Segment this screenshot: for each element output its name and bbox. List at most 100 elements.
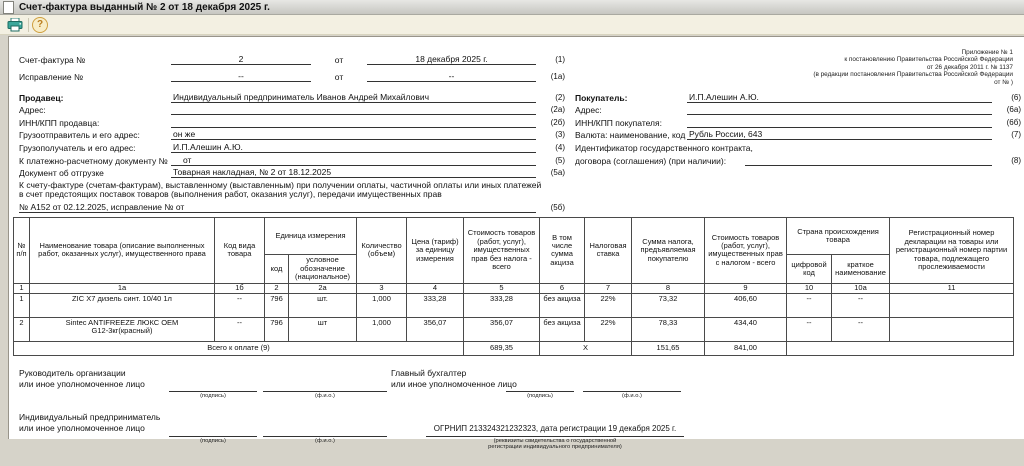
accountant-line1: Главный бухгалтер	[391, 367, 467, 378]
consignor-value: он же	[171, 129, 536, 141]
cell-rate: 22%	[584, 292, 633, 318]
field-label: Валюта: наименование, код	[575, 130, 686, 141]
head-sign-line	[169, 378, 257, 392]
sign-caption: (подпись)	[527, 392, 553, 399]
line-ref: (6а)	[1006, 105, 1021, 115]
form-right-column: Приложение № 1 к постановлению Правитель…	[565, 49, 1021, 213]
ogrnip-caption-line2: регистрации индивидуального предпринимат…	[488, 443, 622, 450]
total-empty	[786, 340, 1015, 356]
entrepreneur-name-line	[263, 423, 387, 437]
line-ref: (3)	[555, 130, 565, 140]
field-label: Адрес:	[575, 105, 602, 116]
document-icon	[3, 0, 14, 14]
col-num: 6	[539, 282, 586, 294]
name-caption: (ф.и.о.)	[622, 392, 642, 399]
cell-qty: 1,000	[356, 292, 408, 318]
field-contract-id-line1: Идентификатор государственного контракта…	[565, 140, 1021, 153]
line-ref: (6б)	[1006, 117, 1021, 127]
cell-cost: 333,28	[463, 292, 541, 318]
head-name-line	[263, 378, 387, 392]
cell-excise: без акциза	[539, 292, 586, 318]
col-header-cost-wo-tax: Стоимость товаров (работ, услуг), имущес…	[463, 217, 541, 284]
col-num: 5	[463, 282, 541, 294]
appendix-line: от 26 декабря 2011 г. № 1137	[926, 63, 1013, 71]
field-contract-id-line2: договора (соглашения) (при наличии): (8)	[565, 153, 1021, 166]
cell-rate: 22%	[584, 316, 633, 342]
col-header-tax-amount: Сумма налога, предъявляемая покупателю	[631, 217, 706, 284]
col-num: 2	[264, 282, 289, 294]
cell-kind: --	[214, 316, 265, 342]
col-num: 1а	[29, 282, 215, 294]
field-seller: Продавец: Индивидуальный предприниматель…	[9, 90, 565, 103]
accountant-line2: или иное уполномоченное лицо	[391, 378, 517, 389]
entrepreneur-sign-line	[169, 423, 257, 437]
field-label: ИНН/КПП покупателя:	[575, 117, 662, 128]
field-correction-number: Исправление № -- от -- (1а)	[9, 70, 565, 82]
col-header-num: № п/п	[13, 217, 30, 284]
cell-tax: 78,33	[631, 316, 706, 342]
print-button[interactable]	[4, 16, 25, 33]
col-header-country-group: Страна происхождения товара	[786, 217, 891, 256]
invoice-table: № п/п Наименование товара (описание выпо…	[12, 217, 1015, 356]
col-num: 3	[356, 282, 408, 294]
invoice-page: Счет-фактура № 2 от 18 декабря 2025 г. (…	[8, 36, 1024, 450]
contract-id-value	[745, 164, 992, 166]
col-num: 7	[584, 282, 633, 294]
ot-word: от	[334, 72, 344, 82]
table-row: 1 ZIC X7 дизель синт. 10/40 1л -- 796 шт…	[13, 292, 1015, 318]
field-label: Счет-фактура №	[19, 55, 86, 65]
total-tax: 151,65	[631, 340, 706, 356]
field-label: Грузополучатель и его адрес:	[19, 142, 136, 153]
col-header-country-name: краткое наименование	[831, 254, 891, 284]
cell-unit-code: 796	[264, 316, 289, 342]
name-caption: (ф.и.о.)	[315, 392, 335, 399]
field-label: К платежно-расчетному документу №	[19, 155, 168, 166]
cell-name: Sintec ANTIFREEZE ЛЮКС ОЕМ G12-3кг(красн…	[29, 316, 215, 342]
entrepreneur-line1: Индивидуальный предприниматель	[19, 411, 161, 422]
col-header-cost-w-tax: Стоимость товаров (работ, услуг), имущес…	[704, 217, 788, 284]
field-label: Исправление №	[19, 72, 84, 82]
advance-invoice-line	[192, 212, 536, 214]
col-header-tax-rate: Налоговая ставка	[584, 217, 633, 284]
cell-reg	[889, 316, 1015, 342]
invoice-date-value: 18 декабря 2025 г.	[367, 54, 536, 65]
col-header-price: Цена (тариф) за единицу измерения	[406, 217, 465, 284]
field-shipping-document: Документ об отгрузке Товарная накладная,…	[9, 166, 565, 179]
col-header-kind: Код вида товара	[214, 217, 265, 284]
line-ref: (1а)	[550, 72, 565, 81]
col-header-country-code: цифровой код	[786, 254, 833, 284]
col-header-excise: В том числе сумма акциза	[539, 217, 586, 284]
accountant-label: Главный бухгалтер или иное уполномоченно…	[391, 368, 517, 390]
field-advance-invoice: № А152 от 02.12.2025, исправление № от (…	[9, 201, 565, 214]
field-label: Грузоотправитель и его адрес:	[19, 130, 140, 141]
screen: { "window": { "title": "Счет-фактура выд…	[0, 0, 1024, 450]
toolbar: ?	[0, 15, 1024, 35]
accountant-name-line	[583, 378, 681, 392]
field-seller-inn: ИНН/КПП продавца: (2б)	[9, 115, 565, 128]
col-header-reg-number: Регистрационный номер декларации на това…	[889, 217, 1015, 284]
accountant-sign-line	[506, 378, 574, 392]
col-header-unit-symbol: условное обозначение (национальное)	[287, 254, 358, 284]
cell-qty: 1,000	[356, 316, 408, 342]
help-button[interactable]: ?	[32, 16, 48, 33]
col-header-unit-code: код	[264, 254, 289, 284]
line-ref: (5б)	[550, 203, 565, 213]
appendix-note: Приложение № 1 к постановлению Правитель…	[565, 49, 1021, 88]
col-num: 1б	[214, 282, 265, 294]
total-label: Всего к оплате (9)	[12, 340, 465, 356]
line-ref: (2а)	[550, 105, 565, 115]
total-amount: 841,00	[704, 340, 788, 356]
total-row: Всего к оплате (9) 689,35 X 151,65 841,0…	[12, 340, 1015, 356]
sign-caption: (подпись)	[200, 392, 226, 399]
payment-document-value: от	[171, 155, 536, 166]
cell-country-code: --	[786, 316, 833, 342]
advance-note-line1: К счету-фактуре (счетам-фактурам), выста…	[19, 180, 542, 191]
cell-tax: 73,32	[631, 292, 706, 318]
ot-word: от	[334, 55, 344, 65]
field-label: Идентификатор государственного контракта…	[575, 142, 753, 153]
signatures-section: Руководитель организации или иное уполно…	[9, 366, 1024, 466]
field-label: Документ об отгрузке	[19, 168, 104, 179]
cell-total: 406,60	[704, 292, 788, 318]
field-label: Адрес:	[19, 105, 46, 116]
appendix-line: от № )	[994, 78, 1013, 86]
